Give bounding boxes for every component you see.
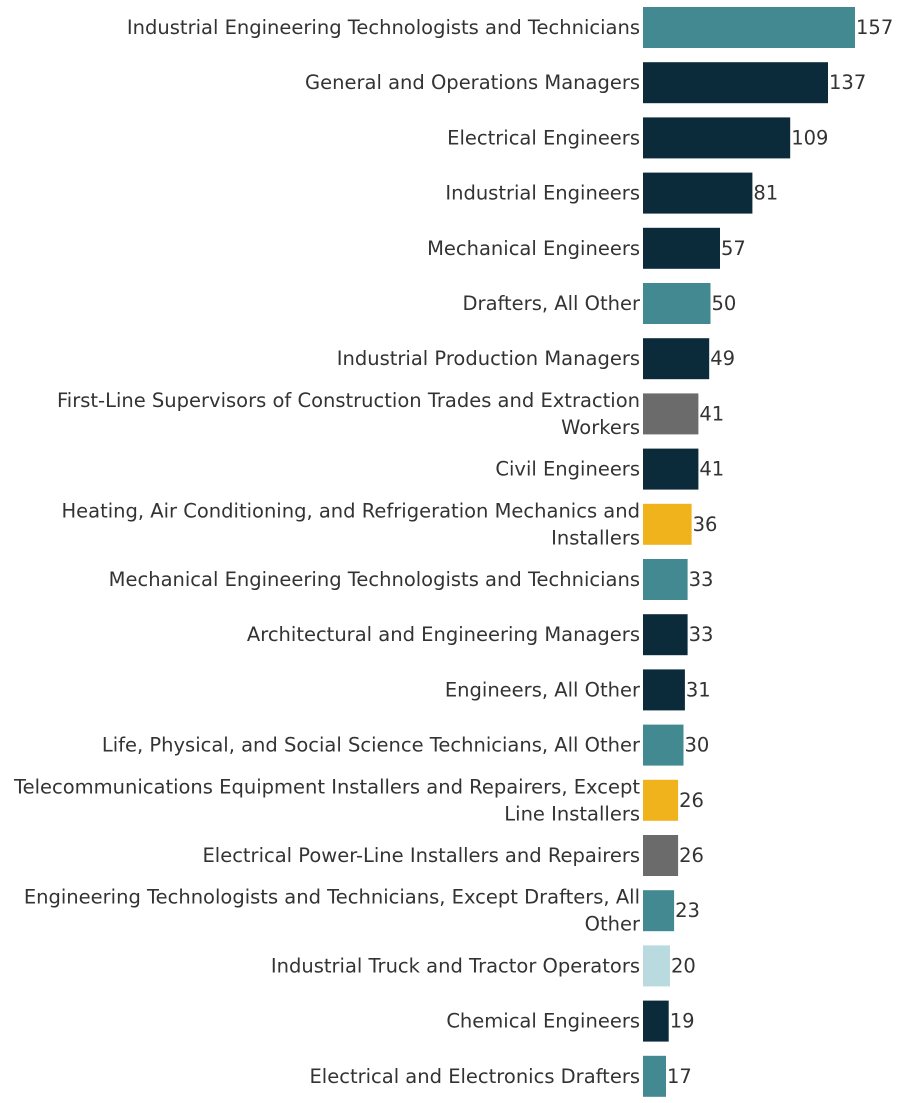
category-label-line: Mechanical Engineering Technologists and… [109,568,640,591]
category-label-12: Architectural and Engineering Managers [247,623,640,646]
category-label-line: Industrial Engineering Technologists and… [127,16,640,39]
category-label-line: Chemical Engineers [446,1010,640,1033]
value-label-13: 31 [686,678,711,701]
bar-19 [643,1000,669,1042]
bars-layer [643,7,855,1097]
value-label-1: 157 [856,16,893,39]
category-label-line: Workers [561,416,640,439]
bar-14 [643,724,684,766]
category-label-16: Electrical Power-Line Installers and Rep… [202,844,640,867]
bar-13 [643,669,685,711]
bar-18 [643,945,670,987]
category-label-20: Electrical and Electronics Drafters [309,1065,640,1088]
category-label-4: Industrial Engineers [445,182,640,205]
value-label-2: 137 [829,71,866,94]
value-label-9: 41 [699,458,724,481]
category-label-8: First-Line Supervisors of Construction T… [57,389,640,439]
value-label-16: 26 [679,844,704,867]
bar-5 [643,227,720,269]
category-label-2: General and Operations Managers [305,71,640,94]
bar-7 [643,338,710,380]
category-label-10: Heating, Air Conditioning, and Refrigera… [61,499,640,549]
bar-15 [643,779,679,821]
category-label-line: Electrical Engineers [447,126,640,149]
bar-17 [643,890,675,932]
category-label-line: Electrical and Electronics Drafters [309,1065,640,1088]
bar-3 [643,117,791,159]
bar-12 [643,614,688,656]
category-label-line: Civil Engineers [495,458,640,481]
category-label-5: Mechanical Engineers [427,237,640,260]
category-label-3: Electrical Engineers [447,126,640,149]
category-label-line: Heating, Air Conditioning, and Refrigera… [61,499,640,522]
category-label-14: Life, Physical, and Social Science Techn… [102,734,641,757]
category-label-15: Telecommunications Equipment Installers … [13,775,640,825]
category-label-line: Engineers, All Other [445,678,641,701]
bar-1 [643,7,855,48]
category-label-1: Industrial Engineering Technologists and… [127,16,640,39]
value-label-20: 17 [667,1065,692,1088]
category-label-line: Drafters, All Other [463,292,641,315]
category-label-19: Chemical Engineers [446,1010,640,1033]
value-label-14: 30 [685,734,710,757]
category-label-line: General and Operations Managers [305,71,640,94]
bar-20 [643,1055,666,1097]
bar-10 [643,503,692,545]
value-label-18: 20 [671,954,696,977]
bar-9 [643,448,699,490]
bar-6 [643,283,711,324]
bar-11 [643,559,688,600]
category-label-line: Life, Physical, and Social Science Techn… [102,734,641,757]
value-label-19: 19 [670,1010,695,1033]
category-label-13: Engineers, All Other [445,678,641,701]
category-label-line: Line Installers [504,802,640,825]
value-label-3: 109 [791,126,828,149]
value-label-8: 41 [699,402,724,425]
bar-8 [643,393,699,435]
value-labels-layer: 157 137 109 81 57 50 49 41 41 36 33 33 31 30 26 26 23 20 1… [667,16,893,1088]
value-label-12: 33 [689,623,714,646]
category-label-6: Drafters, All Other [463,292,641,315]
category-label-line: Industrial Production Managers [337,347,640,370]
category-labels-layer: Industrial Engineering Technologists and… [13,16,641,1088]
category-label-18: Industrial Truck and Tractor Operators [271,954,640,977]
category-label-line: Installers [551,526,640,549]
value-label-4: 81 [753,182,778,205]
value-label-5: 57 [721,237,746,260]
category-label-11: Mechanical Engineering Technologists and… [109,568,640,591]
category-label-line: Engineering Technologists and Technician… [24,886,640,909]
bar-16 [643,835,679,876]
category-label-line: Electrical Power-Line Installers and Rep… [202,844,640,867]
category-label-line: Industrial Truck and Tractor Operators [271,954,640,977]
bar-2 [643,62,828,104]
category-label-line: First-Line Supervisors of Construction T… [57,389,640,412]
category-label-line: Other [585,913,641,936]
category-label-17: Engineering Technologists and Technician… [24,886,641,936]
category-label-line: Mechanical Engineers [427,237,640,260]
value-label-17: 23 [675,899,700,922]
category-label-line: Telecommunications Equipment Installers … [13,775,640,798]
value-label-10: 36 [693,513,718,536]
category-label-line: Architectural and Engineering Managers [247,623,640,646]
category-label-7: Industrial Production Managers [337,347,640,370]
value-label-11: 33 [689,568,714,591]
value-label-15: 26 [679,789,704,812]
category-label-line: Industrial Engineers [445,182,640,205]
category-label-9: Civil Engineers [495,458,640,481]
value-label-6: 50 [712,292,737,315]
bar-4 [643,172,753,214]
value-label-7: 49 [710,347,735,370]
